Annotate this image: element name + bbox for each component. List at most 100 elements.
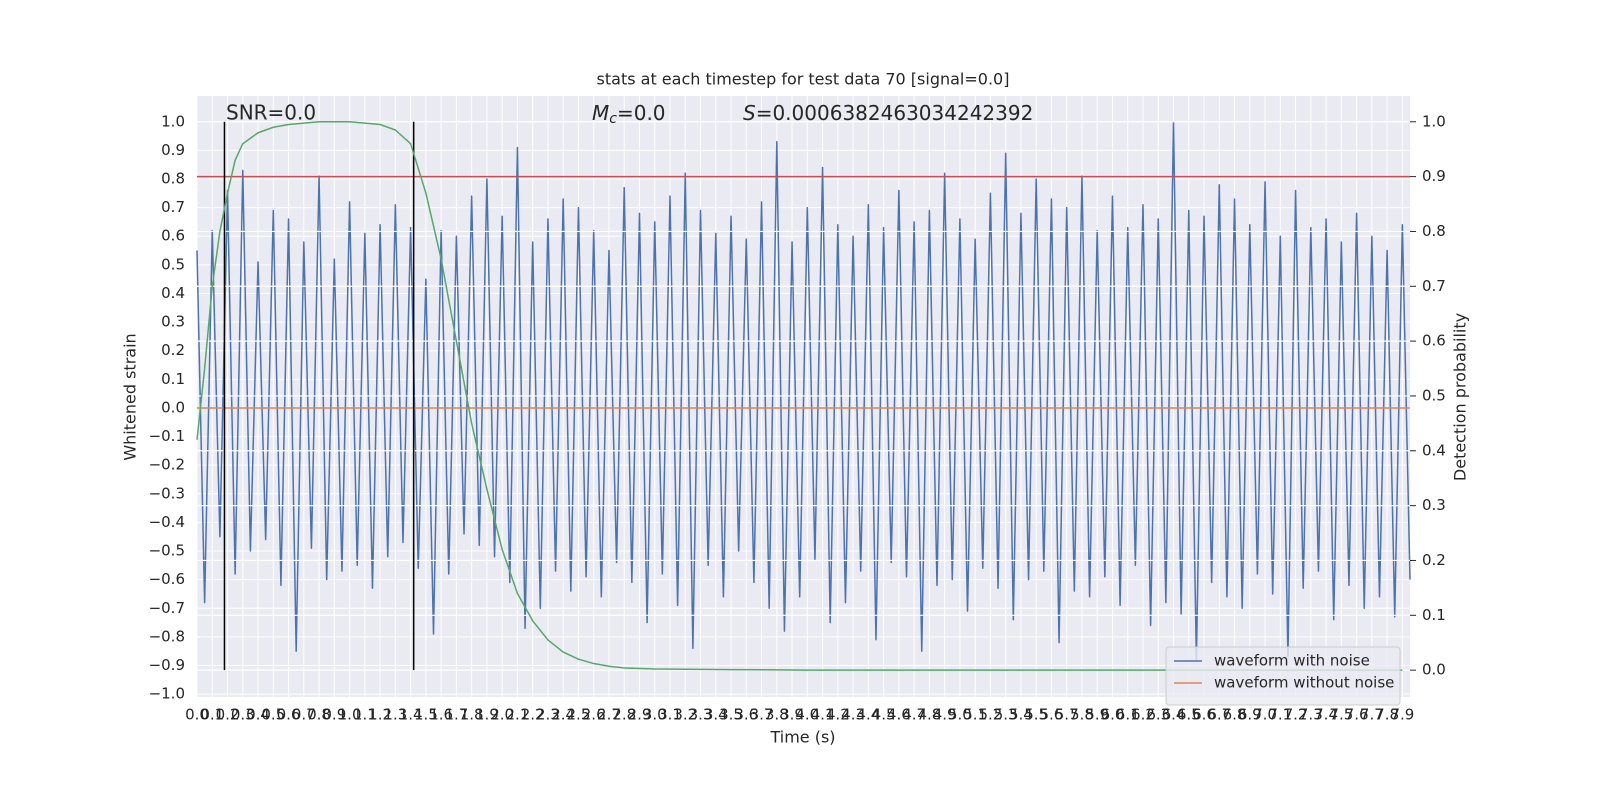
x-tick-label: 4.2 xyxy=(826,706,850,724)
x-tick-label: 5.5 xyxy=(1024,706,1048,724)
x-tick-label: 2.2 xyxy=(521,706,545,724)
y-tick-label: −0.4 xyxy=(149,513,185,531)
y2-tick-label: 0.2 xyxy=(1422,551,1446,569)
y2-tick-label: 0.1 xyxy=(1422,606,1446,624)
x-tick-label: 4.1 xyxy=(811,706,835,724)
y-tick-label: −0.2 xyxy=(149,456,185,474)
legend-box xyxy=(1165,646,1401,706)
x-tick-label: 5.2 xyxy=(978,706,1002,724)
y-tick-label: 0.7 xyxy=(161,198,185,216)
y2-tick-label: 0.4 xyxy=(1422,441,1446,459)
x-tick-label: 4.8 xyxy=(917,706,941,724)
x-tick-label: 3.9 xyxy=(780,706,804,724)
x-tick-label: 2.3 xyxy=(536,706,560,724)
y2-tick-label: 0.8 xyxy=(1422,222,1446,240)
x-tick-label: 2.8 xyxy=(612,706,636,724)
x-tick-label: 1.8 xyxy=(460,706,484,724)
x-tick-label: 4.0 xyxy=(795,706,819,724)
annotation: Mc=0.0 xyxy=(592,101,666,128)
y-tick-label: 0.8 xyxy=(161,169,185,187)
x-tick-label: 2.6 xyxy=(582,706,606,724)
x-tick-label: 6.9 xyxy=(1238,706,1262,724)
x-tick-label: 0.0 xyxy=(185,706,209,724)
annotation-symbol: M xyxy=(592,101,609,125)
x-tick-label: 1.6 xyxy=(429,706,453,724)
x-tick-label: 7.5 xyxy=(1329,706,1353,724)
y-tick-label: −0.6 xyxy=(149,570,185,588)
x-tick-label: 6.6 xyxy=(1192,706,1216,724)
x-tick-label: 1.9 xyxy=(475,706,499,724)
x-tick-label: 0.9 xyxy=(322,706,346,724)
x-tick-label: 4.7 xyxy=(902,706,926,724)
x-tick-label: 1.1 xyxy=(353,706,377,724)
x-tick-label: 3.8 xyxy=(765,706,789,724)
x-tick-label: 2.7 xyxy=(597,706,621,724)
x-tick-label: 5.7 xyxy=(1055,706,1079,724)
x-tick-label: 3.1 xyxy=(658,706,682,724)
series-line xyxy=(196,121,1411,661)
x-tick-label: 2.0 xyxy=(490,706,514,724)
annotation: S=0.0006382463034242392 xyxy=(743,101,1033,125)
x-tick-label: 7.8 xyxy=(1375,706,1399,724)
x-tick-label: 7.6 xyxy=(1345,706,1369,724)
x-tick-label: 6.2 xyxy=(1131,706,1155,724)
x-tick-label: 0.1 xyxy=(200,706,224,724)
x-tick-label: 5.6 xyxy=(1040,706,1064,724)
x-tick-label: 3.2 xyxy=(673,706,697,724)
y2-tick-label: 0.7 xyxy=(1422,277,1446,295)
x-tick-label: 2.9 xyxy=(628,706,652,724)
x-tick-label: 7.3 xyxy=(1299,706,1323,724)
annotation-text: =0.0006382463034242392 xyxy=(756,101,1034,125)
y-tick-label: −0.1 xyxy=(149,427,185,445)
y-tick-label: 0.3 xyxy=(161,313,185,331)
x-tick-label: 6.8 xyxy=(1223,706,1247,724)
y2-tick-label: 0.6 xyxy=(1422,332,1446,350)
x-tick-label: 0.5 xyxy=(261,706,285,724)
x-tick-label: 4.5 xyxy=(872,706,896,724)
x-tick-label: 0.4 xyxy=(246,706,270,724)
x-tick-label: 7.9 xyxy=(1390,706,1414,724)
x-tick-label: 0.3 xyxy=(231,706,255,724)
x-tick-label: 1.7 xyxy=(444,706,468,724)
annotation-subscript: c xyxy=(609,111,617,127)
x-tick-label: 4.9 xyxy=(933,706,957,724)
x-tick-label: 2.4 xyxy=(551,706,575,724)
x-tick-label: 5.9 xyxy=(1085,706,1109,724)
x-tick-label: 0.6 xyxy=(277,706,301,724)
y-tick-label: −1.0 xyxy=(149,685,185,703)
y-tick-label: 0.5 xyxy=(161,255,185,273)
y-tick-label: −0.9 xyxy=(149,656,185,674)
x-tick-label: 3.5 xyxy=(719,706,743,724)
x-tick-label: 0.2 xyxy=(216,706,240,724)
y2-tick-label: 0.5 xyxy=(1422,386,1446,404)
y2-tick-label: 0.9 xyxy=(1422,167,1446,185)
legend-label: waveform with noise xyxy=(1214,652,1370,670)
x-tick-label: 1.0 xyxy=(338,706,362,724)
series-line xyxy=(196,121,1403,671)
overlay-layer: waveform with noise waveform without nois… xyxy=(196,121,1410,706)
annotation-text: =0.0 xyxy=(617,101,666,125)
x-tick-label: 6.5 xyxy=(1177,706,1201,724)
x-tick-label: 3.6 xyxy=(734,706,758,724)
x-tick-label: 4.6 xyxy=(887,706,911,724)
x-tick-label: 1.5 xyxy=(414,706,438,724)
x-tick-label: 7.0 xyxy=(1253,706,1277,724)
x-tick-label: 4.4 xyxy=(856,706,880,724)
x-tick-label: 2.1 xyxy=(505,706,529,724)
x-tick-label: 5.1 xyxy=(963,706,987,724)
x-tick-label: 1.2 xyxy=(368,706,392,724)
y-tick-label: −0.5 xyxy=(149,542,185,560)
y-tick-label: 0.4 xyxy=(161,284,185,302)
x-tick-label: 6.0 xyxy=(1101,706,1125,724)
y-tick-label: −0.7 xyxy=(149,599,185,617)
x-tick-label: 3.7 xyxy=(750,706,774,724)
y2-tick-label: 0.0 xyxy=(1422,661,1446,679)
x-tick-label: 1.3 xyxy=(383,706,407,724)
x-tick-label: 4.3 xyxy=(841,706,865,724)
x-tick-label: 3.4 xyxy=(704,706,728,724)
x-tick-label: 5.3 xyxy=(994,706,1018,724)
y-tick-label: 0.0 xyxy=(161,398,185,416)
x-tick-label: 6.4 xyxy=(1162,706,1186,724)
annotation: SNR=0.0 xyxy=(226,101,316,125)
